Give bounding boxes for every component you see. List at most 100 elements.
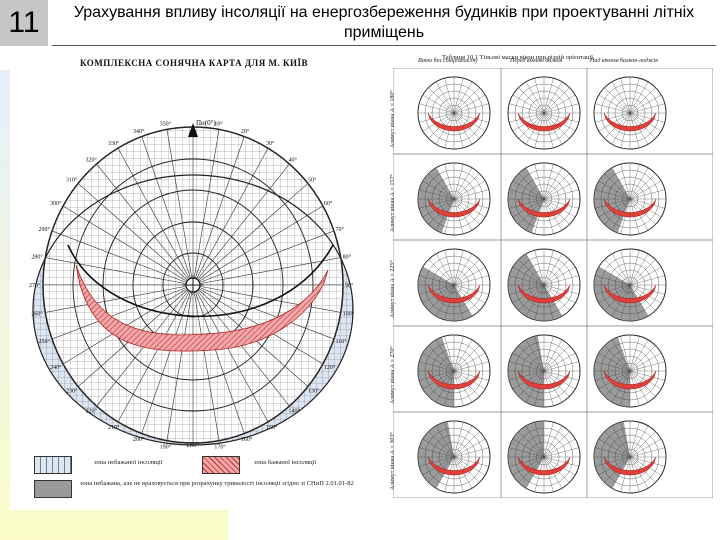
azimuth-label: 150°	[266, 424, 278, 431]
azimuth-line	[117, 284, 194, 422]
azimuth-label: 190°	[160, 444, 172, 451]
azimuth-label: 320°	[85, 156, 97, 163]
azimuth-label: 70°	[335, 226, 344, 233]
azimuth-label: 130°	[308, 387, 320, 394]
azimuth-line	[192, 284, 220, 441]
shadow-mask-map	[507, 162, 581, 236]
azimuth-label: 210°	[108, 424, 120, 431]
azimuth-line	[51, 230, 194, 286]
table-grid	[393, 68, 713, 498]
azimuth-line	[192, 284, 324, 365]
south-label: 180°	[186, 441, 200, 449]
azimuth-line	[192, 148, 269, 286]
azimuth-line	[77, 183, 194, 286]
azimuth-label: 330°	[108, 140, 120, 147]
solar-chart: Пн(0°) 180° 10° 20° 30° 40° 50° 60° 70° 80° 90° 1…	[29, 119, 355, 451]
azimuth-line	[192, 230, 335, 286]
azimuth-label: 300°	[50, 200, 62, 207]
shadow-mask-map	[417, 248, 491, 322]
legend-label-undesired: зона небажаної інсоляції	[94, 459, 163, 466]
azimuth-label: 200°	[133, 436, 145, 443]
shadow-mask-map	[593, 162, 667, 236]
shadow-mask-map	[507, 248, 581, 322]
azimuth-line	[141, 284, 194, 434]
azimuth-label: 310°	[66, 177, 78, 184]
azimuth-label: 30°	[266, 140, 275, 147]
azimuth-label: 90°	[345, 282, 354, 289]
azimuth-line	[96, 163, 194, 286]
column-header-0: Вікно без сонцезахисту	[418, 58, 478, 64]
shadow-mask-map	[417, 162, 491, 236]
azimuth-line	[45, 284, 194, 313]
azimuth-line	[192, 136, 245, 286]
title-divider	[52, 45, 716, 46]
azimuth-label: 230°	[66, 387, 78, 394]
shadow-mask-map	[417, 334, 491, 408]
azimuth-label: 240°	[50, 364, 62, 371]
shadow-mask-map	[507, 76, 581, 150]
legend-label-desired: зона бажаної інсоляції	[254, 459, 317, 466]
shadow-mask-map	[417, 420, 491, 494]
azimuth-line	[192, 284, 269, 422]
azimuth-label: 290°	[39, 226, 51, 233]
azimuth-line	[192, 284, 341, 313]
azimuth-label: 170°	[214, 444, 226, 451]
azimuth-line	[51, 284, 194, 340]
azimuth-label: 80°	[343, 254, 352, 261]
azimuth-label: 10°	[214, 120, 223, 127]
azimuth-label: 50°	[308, 177, 317, 184]
azimuth-line	[192, 129, 220, 286]
shadow-mask-map	[507, 334, 581, 408]
shadow-mask-map	[593, 76, 667, 150]
azimuth-label: 110°	[335, 338, 347, 345]
shadow-mask-map	[593, 248, 667, 322]
azimuth-label: 20°	[241, 128, 250, 135]
north-arrow	[188, 123, 198, 137]
shadow-mask-map	[417, 76, 491, 150]
azimuth-label: 260°	[31, 310, 43, 317]
azimuth-line	[62, 205, 194, 286]
column-header-2: Над вікном балкон-лоджія	[590, 58, 658, 64]
azimuth-label: 40°	[289, 156, 298, 163]
azimuth-label: 140°	[289, 408, 301, 415]
azimuth-label: 120°	[324, 364, 336, 371]
azimuth-line	[166, 129, 194, 286]
azimuth-line	[192, 163, 290, 286]
sun-path-arc	[67, 244, 334, 318]
azimuth-label: 100°	[343, 310, 355, 317]
shadow-mask-map	[593, 420, 667, 494]
legend: зона небажаної інсоляції зона бажаної ін…	[32, 452, 372, 504]
azimuth-line	[45, 257, 194, 286]
azimuth-line	[192, 284, 335, 340]
azimuth-label: 60°	[324, 200, 333, 207]
slide-title: Урахування впливу інсоляції на енергозбе…	[73, 4, 695, 41]
slide-number: 11	[0, 0, 48, 46]
azimuth-label: 340°	[133, 128, 145, 135]
azimuth-line	[141, 136, 194, 286]
sun-map-title: КОМПЛЕКСНА СОНЯЧНА КАРТА ДЛЯ М. КИЇВ	[80, 58, 309, 68]
azimuth-label: 350°	[160, 120, 172, 127]
north-label: Пн(0°)	[196, 119, 216, 127]
table-caption: Таблиця 10.1 Тіньові маски вікон при різ…	[442, 54, 594, 61]
slide-title-wrap: Урахування впливу інсоляції на енергозбе…	[52, 3, 716, 43]
azimuth-line	[62, 284, 194, 365]
azimuth-label: 270°	[29, 282, 41, 289]
azimuth-label: 280°	[31, 254, 43, 261]
azimuth-line	[192, 284, 245, 434]
shadow-mask-map	[593, 334, 667, 408]
legend-swatch-excluded	[34, 480, 72, 498]
azimuth-line	[192, 205, 324, 286]
legend-label-excluded: зона небажана, але не враховується при р…	[80, 480, 354, 487]
azimuth-label: 250°	[39, 338, 51, 345]
column-header-1: Перед вікном балкон	[510, 58, 563, 64]
desired-zone-band	[75, 264, 329, 352]
azimuth-line	[192, 257, 341, 286]
azimuth-label: 160°	[241, 436, 253, 443]
azimuth-label: 220°	[85, 408, 97, 415]
azimuth-line	[192, 183, 309, 286]
legend-swatch-undesired	[34, 456, 72, 474]
azimuth-line	[166, 284, 194, 441]
shadow-mask-map	[507, 420, 581, 494]
legend-swatch-desired	[202, 456, 240, 474]
azimuth-line	[117, 148, 194, 286]
